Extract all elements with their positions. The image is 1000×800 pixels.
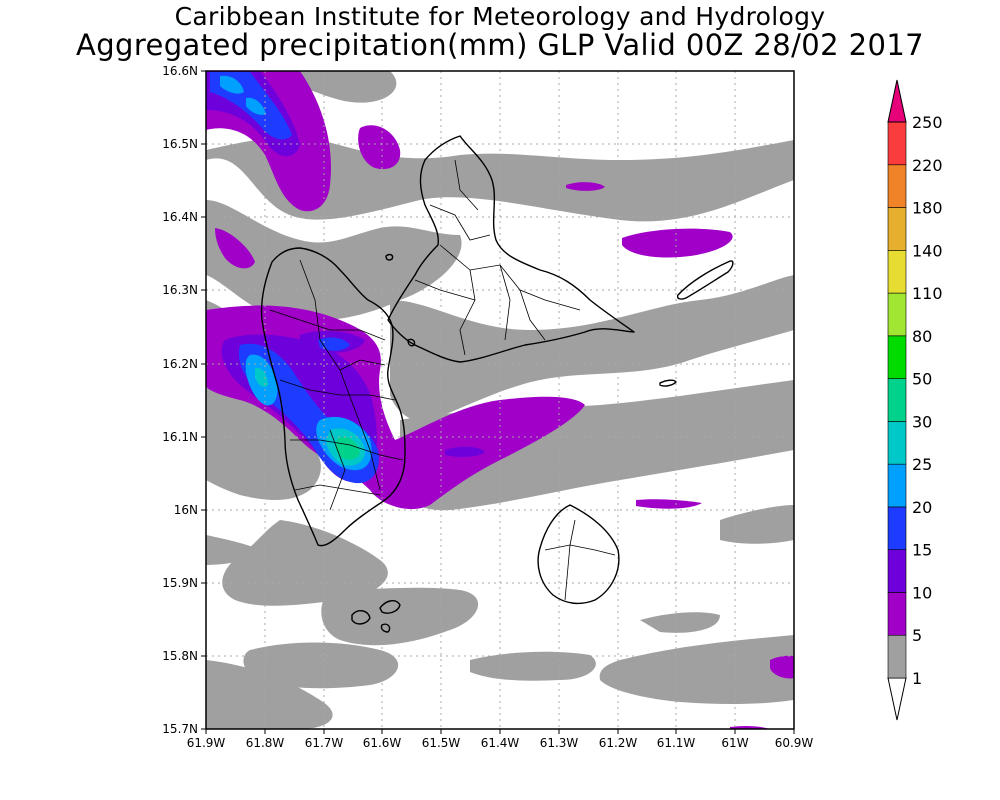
- colorbar-label: 80: [912, 327, 932, 346]
- colorbar-segment: [887, 207, 907, 251]
- axis-ticks: [201, 70, 795, 734]
- marie-galante-outline: [537, 504, 620, 605]
- colorbar-label: 140: [912, 241, 943, 260]
- grande-terre-outline: [387, 135, 635, 363]
- chart-title-product: Aggregated precipitation(mm) GLP Valid 0…: [75, 28, 925, 62]
- colorbar-label: 180: [912, 199, 943, 218]
- colorbar-label: 1: [912, 669, 922, 688]
- colorbar-segment: [887, 121, 907, 166]
- colorbar-segment: [887, 549, 907, 593]
- y-tick-label: 16.5N: [162, 137, 198, 151]
- y-tick-label: 16.2N: [162, 357, 198, 371]
- colorbar-segment: [887, 79, 907, 123]
- colorbar-label: 110: [912, 284, 943, 303]
- colorbar-label: 10: [912, 583, 932, 602]
- colorbar-segment: [887, 335, 907, 379]
- basse-terre-outline: [260, 247, 406, 547]
- x-tick-label: 61W: [721, 736, 748, 750]
- y-tick-label: 16.1N: [162, 430, 198, 444]
- precipitation-field: [206, 71, 794, 729]
- y-axis-labels: 16.6N 16.5N 16.4N 16.3N 16.2N 16.1N 16N …: [162, 64, 198, 736]
- y-tick-label: 15.7N: [162, 722, 198, 736]
- y-tick-label: 15.8N: [162, 649, 198, 663]
- les-saintes-outline: [351, 600, 401, 633]
- y-tick-label: 16.3N: [162, 283, 198, 297]
- x-tick-label: 61.9W: [187, 736, 226, 750]
- colorbar-segment: [887, 164, 907, 208]
- colorbar-label: 25: [912, 455, 932, 474]
- colorbar-label: 250: [912, 113, 943, 132]
- la-desirade-outline: [676, 260, 734, 300]
- colorbar-segment: [887, 677, 907, 721]
- petite-terre-outline: [659, 379, 677, 387]
- x-axis-labels: 61.9W 61.8W 61.7W 61.6W 61.5W 61.4W 61.3…: [187, 736, 814, 750]
- precip-band-30-50mm: [335, 436, 360, 460]
- x-tick-label: 61.2W: [599, 736, 638, 750]
- x-tick-label: 61.3W: [540, 736, 579, 750]
- x-tick-label: 60.9W: [775, 736, 814, 750]
- colorbar-label: 20: [912, 498, 932, 517]
- x-tick-label: 61.6W: [363, 736, 402, 750]
- y-tick-label: 15.9N: [162, 576, 198, 590]
- x-tick-label: 61.8W: [246, 736, 285, 750]
- colorbar-segment: [887, 292, 907, 337]
- coastline-outlines: [260, 135, 734, 633]
- colorbar-label: 220: [912, 156, 943, 175]
- colorbar-segment: [887, 250, 907, 294]
- colorbar-segment: [887, 634, 907, 679]
- colorbar-segment: [887, 592, 907, 636]
- y-tick-label: 16.6N: [162, 64, 198, 78]
- commune-boundaries: [269, 159, 616, 601]
- grid-lines: [206, 71, 794, 729]
- colorbar-segment: [887, 378, 907, 422]
- y-tick-label: 16.4N: [162, 210, 198, 224]
- colorbar-segment: [887, 463, 907, 508]
- x-tick-label: 61.4W: [481, 736, 520, 750]
- y-tick-label: 16N: [174, 503, 198, 517]
- colorbar-label: 30: [912, 412, 932, 431]
- x-tick-label: 61.5W: [422, 736, 461, 750]
- chart-title-institute: Caribbean Institute for Meteorology and …: [174, 2, 826, 31]
- colorbar-label: 5: [912, 626, 922, 645]
- x-tick-label: 61.1W: [657, 736, 696, 750]
- colorbar-segment: [887, 421, 907, 465]
- colorbar-segment: [887, 506, 907, 550]
- x-tick-label: 61.7W: [305, 736, 344, 750]
- colorbar-label: 15: [912, 541, 932, 560]
- colorbar-label: 50: [912, 370, 932, 389]
